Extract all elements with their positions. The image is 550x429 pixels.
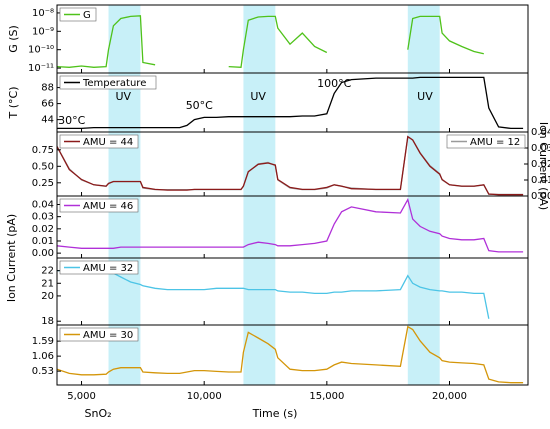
- y-tick-label: 20: [41, 291, 54, 302]
- uv-region: [407, 132, 440, 196]
- data-line: [57, 197, 524, 253]
- panel-frame: [56, 324, 529, 386]
- y-tick-label: 1.59: [32, 336, 54, 347]
- y-tick-label: 18: [41, 316, 54, 327]
- y2-tick-label: 0.03: [531, 143, 550, 154]
- legend-box: [59, 327, 139, 342]
- data-line: [57, 135, 524, 196]
- y-tick-label: 44: [41, 115, 54, 126]
- x-tick-label: 5,000: [67, 391, 96, 402]
- y-tick-label: 0.01: [32, 236, 54, 247]
- annotation: 100°C: [317, 77, 351, 90]
- y-tick-label: 10⁻⁸: [32, 8, 54, 19]
- uv-region: [407, 196, 440, 258]
- legend-box: [446, 134, 526, 149]
- y-tick-label: 0.25: [32, 178, 54, 189]
- uv-region: [243, 196, 276, 258]
- legend-label: AMU = 12: [470, 137, 520, 148]
- uv-region: [243, 325, 276, 385]
- panel: [57, 5, 484, 73]
- data-line: [57, 325, 524, 384]
- uv-region: [243, 258, 276, 325]
- panel: [57, 196, 524, 258]
- legend-label: Temperature: [82, 78, 146, 89]
- y2-tick-label: 0.04: [531, 127, 550, 138]
- x-tick-label: 15,000: [309, 391, 344, 402]
- data-line: [57, 15, 484, 68]
- legend-box: [59, 198, 139, 213]
- y-tick-label: 0.75: [32, 145, 54, 156]
- y-axis-label: G (S): [7, 25, 20, 53]
- y-tick-label: 0.02: [32, 224, 54, 235]
- y-tick-label: 66: [41, 99, 54, 110]
- y-tick-label: 22: [41, 266, 54, 277]
- y2-tick-label: 0.02: [531, 159, 550, 170]
- x-axis-label: Time (s): [252, 407, 298, 420]
- y2-tick-label: 0.01: [531, 175, 550, 186]
- y-axis-label: T (°C): [7, 87, 20, 120]
- uv-region: [243, 73, 276, 132]
- y-tick-label: 0.03: [32, 212, 54, 223]
- y-tick-label: 0.50: [32, 161, 54, 172]
- annotation: 50°C: [186, 99, 213, 112]
- legend-label: AMU = 30: [83, 330, 133, 341]
- uv-region: [243, 5, 276, 73]
- annotation: UV: [417, 90, 433, 103]
- annotation: UV: [250, 90, 266, 103]
- legend-label: AMU = 32: [83, 263, 133, 274]
- legend-label: AMU = 46: [83, 201, 133, 212]
- legend-label: G: [83, 10, 91, 21]
- uv-region: [407, 258, 440, 325]
- uv-region: [108, 5, 141, 73]
- legend-box: [59, 260, 139, 275]
- y-tick-label: 10⁻¹⁰: [28, 45, 54, 56]
- legend-label: AMU = 44: [83, 137, 133, 148]
- x-tick-label: 10,000: [187, 391, 222, 402]
- uv-region: [407, 73, 440, 132]
- annotation: UV: [115, 90, 131, 103]
- y-tick-label: 21: [41, 278, 54, 289]
- sample-label: SnO₂: [84, 407, 111, 420]
- legend-box: [59, 134, 139, 149]
- y2-tick-label: 0.00: [531, 191, 550, 202]
- y-tick-label: 1.06: [32, 351, 54, 362]
- legend-box: [59, 75, 157, 90]
- y-tick-label: 10⁻¹¹: [28, 63, 54, 74]
- uv-region: [407, 5, 440, 73]
- data-line: [57, 269, 490, 319]
- y-tick-label: 0.04: [32, 200, 54, 211]
- y-tick-label: 0.00: [32, 248, 54, 259]
- y-tick-label: 88: [41, 83, 54, 94]
- y-tick-label: 0.53: [32, 366, 54, 377]
- y-tick-label: 10⁻⁹: [32, 26, 54, 37]
- x-tick-label: 20,000: [432, 391, 467, 402]
- y-axis-label: Ion Current (pA): [5, 214, 18, 302]
- data-line: [57, 76, 524, 130]
- annotation: 30°C: [58, 114, 85, 127]
- y2-axis-label: Ion Current (pA): [537, 122, 550, 210]
